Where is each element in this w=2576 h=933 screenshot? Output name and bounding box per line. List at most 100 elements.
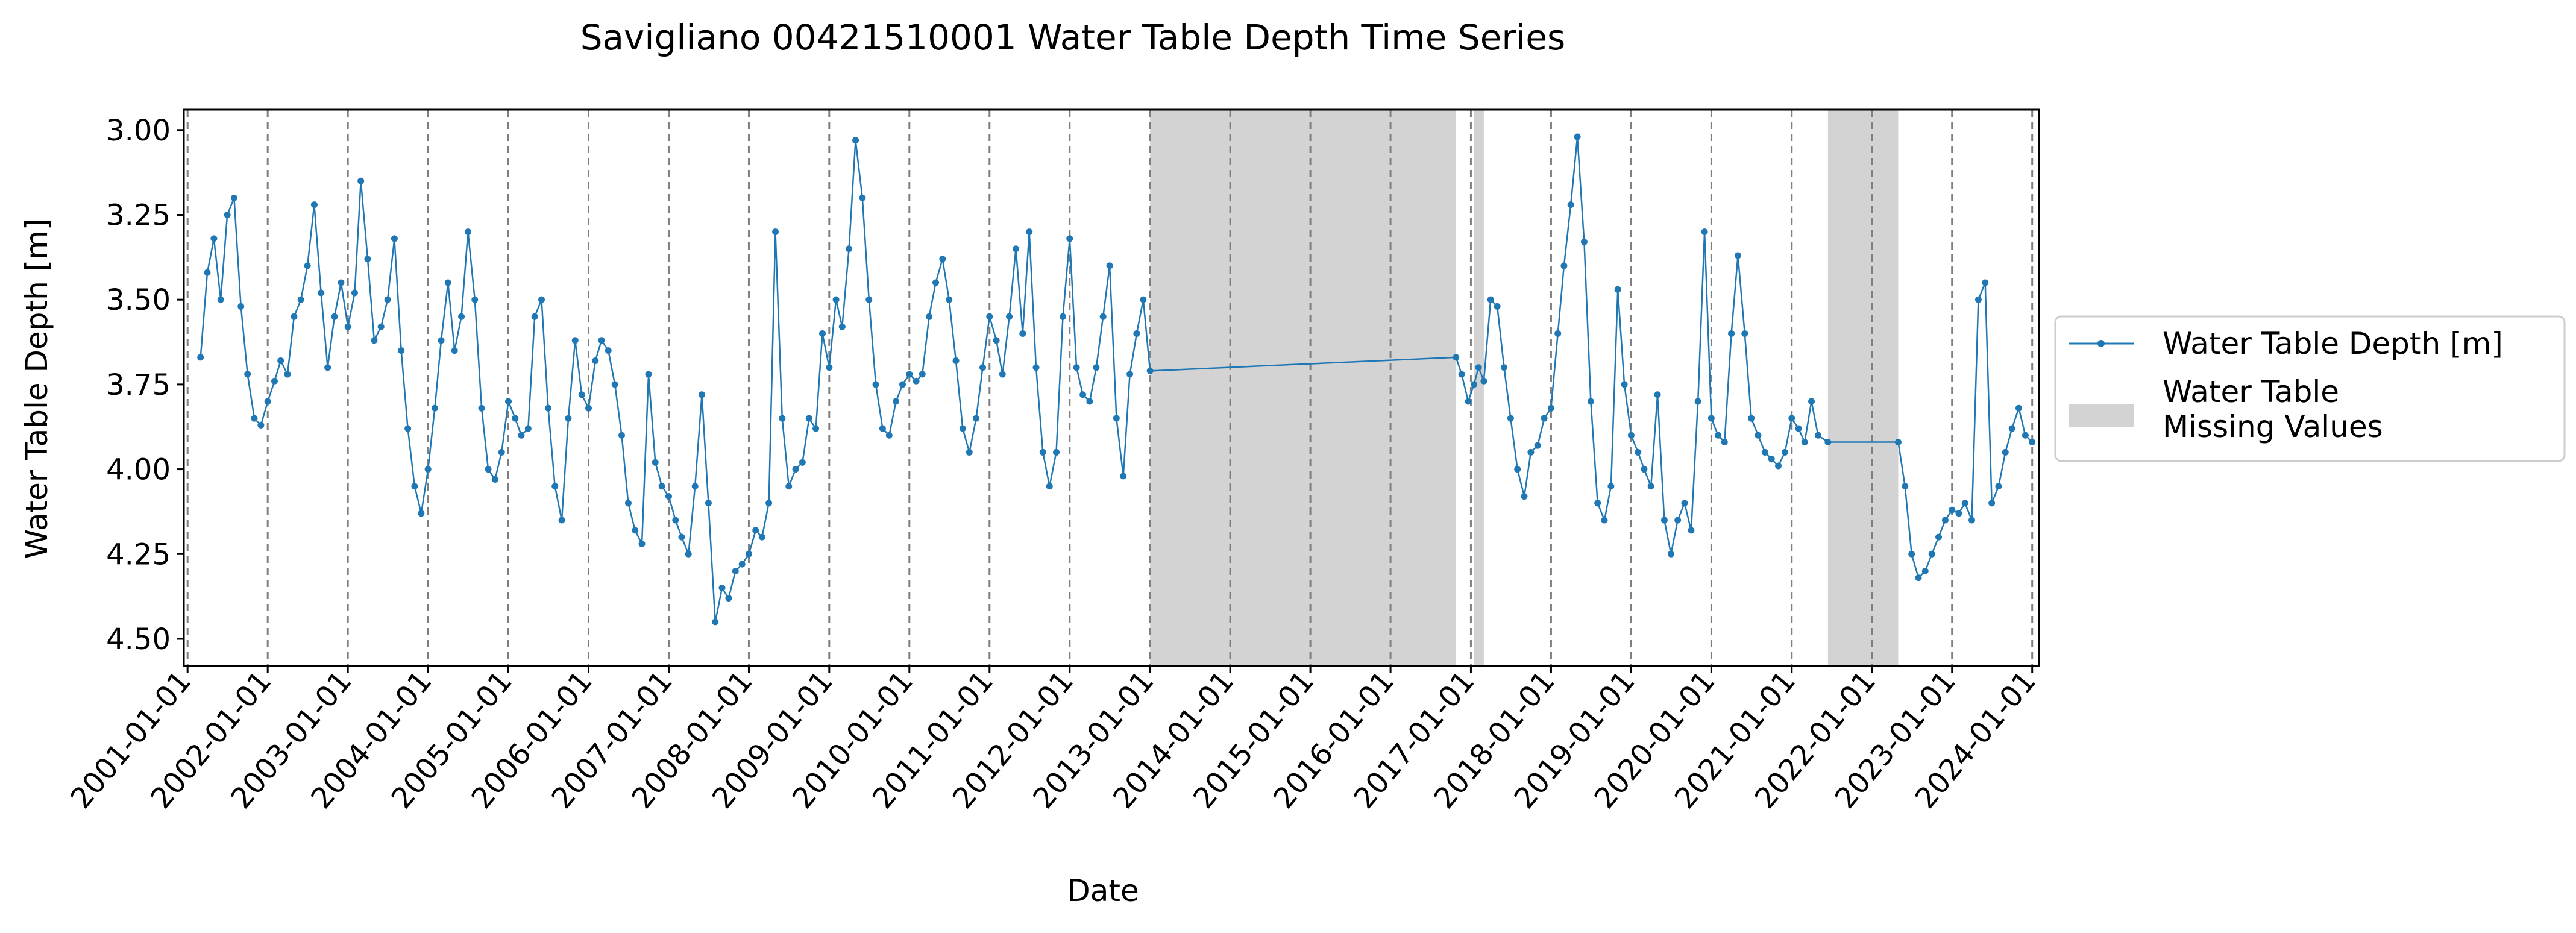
y-tick-label: 3.25 [106,198,171,232]
data-point [444,279,451,286]
data-point [1928,550,1935,558]
data-point [652,459,659,466]
data-point [979,364,986,371]
data-point [1902,483,1909,490]
data-point [538,296,545,303]
data-point [1775,462,1782,470]
data-point [451,347,458,354]
data-point [738,561,746,568]
data-point [1641,466,1648,473]
data-point [838,323,846,330]
data-point [1728,330,1735,337]
data-point [411,483,418,490]
legend-box [2054,315,2566,462]
data-point [551,483,559,490]
data-point [691,483,699,490]
data-point [424,466,432,473]
data-point [1567,201,1574,209]
data-point [758,533,765,541]
data-point [1086,398,1093,405]
data-point [478,404,485,412]
data-point [377,323,385,330]
data-point [1982,279,1989,286]
data-point [1715,432,1722,439]
data-point [304,262,311,269]
data-point [485,466,492,473]
data-point [1514,466,1521,473]
data-point [946,296,953,303]
data-point [1487,296,1494,303]
data-point [518,432,525,439]
data-point [1554,330,1562,337]
data-point [324,364,331,371]
data-point [464,228,471,236]
data-point [1915,574,1922,582]
data-point [1019,330,1026,337]
y-tick-label: 4.50 [106,623,171,656]
data-point [1500,364,1507,371]
data-point [1894,439,1902,446]
data-point [725,594,732,602]
data-point [1026,228,1033,236]
data-point [284,371,291,378]
data-point [237,303,245,310]
data-point [338,279,345,286]
data-point [1808,398,1815,405]
data-point [1046,483,1053,490]
data-point [952,357,960,364]
data-point [752,527,759,534]
data-point [224,211,231,218]
data-point [1607,483,1615,490]
data-point [1955,510,1962,517]
data-point [826,364,833,371]
data-point [1079,391,1087,398]
data-point [1521,493,1528,500]
data-point [1635,448,1642,456]
data-point [1974,296,1982,303]
data-point [846,245,853,253]
data-point [1066,235,1073,242]
data-point [371,337,378,344]
data-point [418,510,425,517]
data-point [2008,425,2015,432]
data-point [244,371,251,378]
data-point [1707,415,1715,422]
data-point [1781,448,1788,456]
y-tick-label: 3.75 [106,368,171,402]
legend-label-missing: Water Table Missing Values [2163,374,2383,444]
data-point [632,527,639,534]
data-point [1995,483,2002,490]
data-point [1120,473,1127,480]
legend-label-line: Water Table [2163,374,2339,409]
data-point [1647,483,1654,490]
data-point [1534,442,1541,449]
data-point [772,228,779,236]
data-point [932,279,940,286]
y-tick-label: 4.00 [106,453,171,487]
data-point [1761,448,1768,456]
data-point [1480,377,1487,385]
data-point [297,296,304,303]
data-point [973,415,980,422]
data-point [512,415,519,422]
data-point [1140,296,1147,303]
data-point [524,425,532,432]
data-point [819,330,826,337]
data-point [2015,404,2022,412]
data-point [1106,262,1113,269]
y-tick-label: 4.25 [106,538,171,571]
water-table-depth-line [199,136,2033,623]
data-point [471,296,479,303]
data-point [1721,439,1728,446]
missing-values-band [1827,110,1899,666]
data-point [1471,381,1478,388]
data-point [1099,313,1107,320]
y-tick-label: 3.00 [106,114,171,148]
data-point [718,585,726,592]
data-point [498,448,505,456]
data-point [624,500,632,507]
legend: Water Table Depth [m] Water Table Missing … [2054,315,2566,462]
data-point [1458,371,1465,378]
data-point [732,567,739,574]
data-point [578,391,585,398]
